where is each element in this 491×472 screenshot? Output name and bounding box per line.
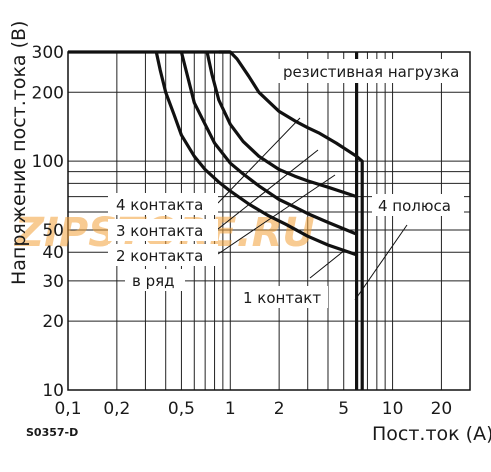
label-1-contact: 1 контакт [243, 289, 321, 307]
series-line-2 [179, 51, 358, 236]
x-tick-label: 2 [274, 399, 285, 419]
label-resistive-load: резистивная нагрузка [283, 63, 459, 81]
y-tick-label: 40 [42, 243, 64, 263]
annotation-labels: резистивная нагрузка 4 контакта 3 контак… [108, 59, 467, 308]
leader-line [217, 149, 319, 230]
plot-frame [67, 51, 471, 391]
x-tick-label: 5 [338, 399, 349, 419]
label-in-row: в ряд [132, 272, 175, 290]
leader-line [217, 174, 336, 255]
label-4-poles: 4 полюса [378, 197, 451, 215]
leader-lines [217, 117, 408, 301]
figure-code: S0357-D [26, 426, 78, 439]
y-tick-label: 20 [42, 312, 64, 332]
label-bg-resistive [277, 59, 467, 83]
series-line-1 [154, 51, 358, 257]
y-tick-label: 10 [42, 381, 64, 401]
label-bg-4p [372, 194, 464, 216]
x-tick-label: 20 [431, 399, 453, 419]
x-tick-label: 0,1 [54, 399, 81, 419]
leader-line [217, 117, 301, 204]
leader-line [309, 249, 346, 279]
y-tick-label: 200 [32, 83, 64, 103]
label-bg-1 [236, 286, 328, 308]
label-bg-4 [108, 193, 218, 215]
series [68, 50, 364, 390]
y-tick-label: 50 [42, 221, 64, 241]
y-tick-label: 100 [32, 152, 64, 172]
x-tick-label: 1 [225, 399, 236, 419]
y-tick-label: 30 [42, 272, 64, 292]
y-tick-label: 300 [32, 43, 64, 63]
x-tick-label: 10 [382, 399, 404, 419]
label-4-contacts: 4 контакта [116, 196, 203, 214]
x-tick-label: 0,2 [103, 399, 130, 419]
series-line-3 [205, 51, 358, 199]
x-tick-label: 0,5 [168, 399, 195, 419]
label-bg-row [125, 269, 185, 291]
x-axis-title: Пост.ток (А) [372, 423, 491, 445]
label-2-contacts: 2 контакта [116, 247, 203, 265]
label-3-contacts: 3 контакта [116, 222, 203, 240]
label-bg-3 [108, 219, 218, 241]
label-bg-2 [108, 244, 218, 266]
y-axis-title: Напряжение пост.тока (В) [8, 21, 30, 285]
